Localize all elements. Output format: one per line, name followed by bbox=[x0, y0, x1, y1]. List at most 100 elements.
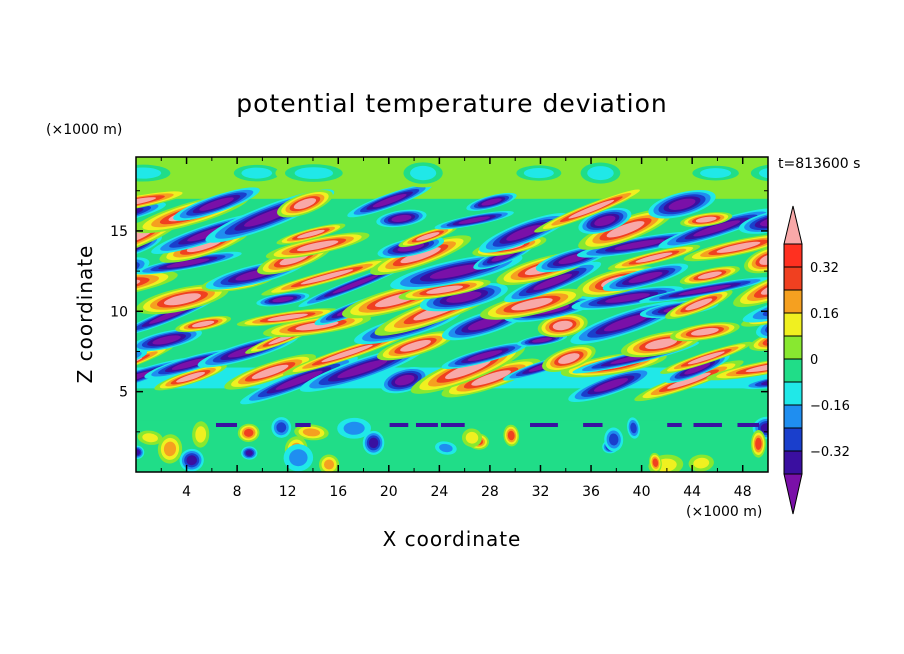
field-feature bbox=[594, 422, 603, 427]
field-feature bbox=[670, 322, 740, 342]
y-axis-label: Z coordinate bbox=[73, 245, 97, 384]
field-feature bbox=[136, 189, 192, 216]
field-feature bbox=[241, 446, 258, 460]
field-feature bbox=[504, 261, 602, 303]
x-axis-label: X coordinate bbox=[383, 527, 522, 551]
colorbar-tick-label: 0.32 bbox=[810, 261, 839, 276]
field-feature bbox=[157, 434, 183, 464]
field-feature bbox=[503, 424, 520, 447]
field-feature bbox=[318, 454, 340, 472]
field-feature bbox=[441, 342, 529, 370]
field-feature bbox=[441, 358, 541, 398]
field-feature bbox=[667, 422, 682, 427]
field-feature bbox=[649, 452, 662, 472]
x-tick-label: 48 bbox=[734, 484, 752, 500]
field-feature bbox=[137, 430, 163, 445]
field-feature bbox=[688, 454, 714, 472]
field-feature bbox=[530, 422, 538, 427]
field-feature bbox=[398, 225, 458, 248]
field-feature bbox=[419, 283, 508, 312]
field-feature bbox=[534, 422, 558, 427]
field-feature bbox=[684, 163, 747, 183]
colorbar-tick-label: 0.16 bbox=[810, 307, 839, 322]
field-feature bbox=[223, 422, 238, 427]
field-feature bbox=[282, 331, 412, 376]
colorbar: −0.32 −0.16 0 0.16 0.32 bbox=[783, 205, 850, 515]
colorbar-band bbox=[783, 381, 803, 406]
field-feature bbox=[271, 417, 292, 438]
field-feature bbox=[261, 258, 393, 296]
field-feature bbox=[744, 245, 768, 274]
field-feature bbox=[683, 233, 768, 262]
field-feature bbox=[679, 266, 740, 285]
field-feature bbox=[136, 445, 145, 459]
colorbar-band bbox=[783, 266, 803, 291]
field-feature bbox=[777, 182, 854, 226]
colorbar-tick-label: −0.32 bbox=[810, 445, 850, 460]
x-tick-label: 8 bbox=[233, 484, 242, 500]
field-feature bbox=[396, 158, 450, 188]
field-feature bbox=[192, 421, 210, 448]
field-feature bbox=[537, 313, 588, 338]
chart-title: potential temperature deviation bbox=[236, 89, 667, 118]
field-feature bbox=[276, 223, 346, 245]
field-feature bbox=[665, 289, 733, 320]
field-feature bbox=[737, 422, 750, 427]
field-feature bbox=[256, 292, 310, 307]
field-feature bbox=[680, 212, 733, 228]
field-feature bbox=[136, 251, 242, 275]
field-feature bbox=[709, 422, 722, 427]
field-feature bbox=[179, 448, 204, 472]
colorbar-band bbox=[783, 335, 803, 360]
field-feature bbox=[226, 162, 288, 185]
y-tick-label: 10 bbox=[110, 304, 128, 320]
field-feature bbox=[578, 207, 632, 234]
field-feature bbox=[693, 422, 714, 427]
field-feature bbox=[738, 209, 768, 234]
field-feature bbox=[466, 192, 517, 211]
x-tick-label: 20 bbox=[380, 484, 398, 500]
field-feature bbox=[542, 345, 596, 372]
y-tick-label: 5 bbox=[119, 385, 128, 401]
field-feature bbox=[224, 354, 316, 390]
field-feature bbox=[461, 428, 482, 448]
x-tick-label: 12 bbox=[279, 484, 297, 500]
field-feature bbox=[294, 424, 329, 441]
field-feature bbox=[706, 352, 768, 381]
field-feature bbox=[415, 422, 438, 427]
field-feature bbox=[400, 422, 409, 427]
x-tick-label: 4 bbox=[182, 484, 191, 500]
field-feature bbox=[742, 371, 768, 390]
field-feature bbox=[265, 232, 370, 260]
field-feature bbox=[583, 422, 597, 427]
field-feature bbox=[480, 288, 584, 320]
field-feature bbox=[571, 286, 684, 310]
field-feature bbox=[508, 162, 569, 184]
field-feature bbox=[240, 356, 358, 405]
field-feature bbox=[295, 422, 311, 427]
field-feature bbox=[434, 210, 514, 230]
field-feature bbox=[337, 417, 372, 439]
field-feature bbox=[136, 270, 178, 301]
field-feature bbox=[376, 209, 427, 228]
colorbar-band bbox=[783, 427, 803, 452]
x-axis: 4 8 12 16 20 24 28 32 36 40 44 48 bbox=[160, 157, 752, 500]
field-feature bbox=[173, 187, 260, 221]
field-feature bbox=[362, 430, 385, 455]
field-feature bbox=[236, 308, 339, 327]
field-feature bbox=[263, 314, 371, 338]
field-feature bbox=[639, 277, 768, 303]
field-feature bbox=[573, 159, 627, 188]
field-feature bbox=[749, 327, 768, 351]
field-feature bbox=[607, 244, 701, 271]
colorbar-top-arrow bbox=[783, 205, 803, 245]
x-tick-label: 28 bbox=[481, 484, 499, 500]
field-feature bbox=[648, 190, 716, 219]
field-feature bbox=[347, 183, 432, 218]
colorbar-tick-label: −0.16 bbox=[810, 399, 850, 414]
plot-frame bbox=[135, 156, 769, 473]
field-feature bbox=[440, 422, 465, 427]
y-unit-label: (×1000 m) bbox=[46, 122, 122, 138]
field-feature bbox=[237, 423, 260, 442]
